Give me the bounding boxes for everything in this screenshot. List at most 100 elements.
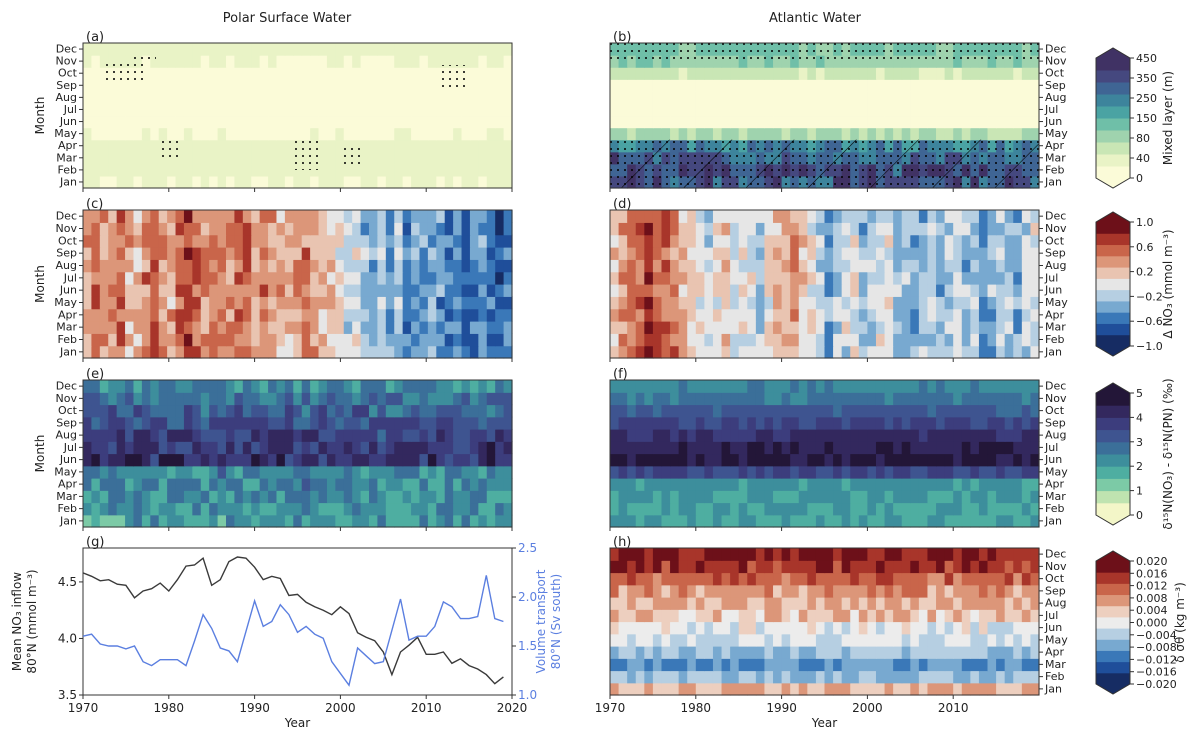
heat-cell <box>411 333 421 347</box>
heat-cell <box>996 560 1006 574</box>
heat-cell <box>251 490 261 504</box>
heat-cell <box>695 103 705 117</box>
heat-cell <box>635 453 645 467</box>
heat-cell <box>858 67 868 80</box>
heat-cell <box>411 151 421 165</box>
heat-cell <box>453 380 463 393</box>
heat-cell <box>936 345 946 359</box>
heat-cell <box>108 247 118 260</box>
heat-cell <box>627 490 637 504</box>
heat-cell <box>141 163 151 177</box>
heat-cell <box>495 465 505 479</box>
heat-cell <box>469 115 479 129</box>
heat-cell <box>284 321 294 334</box>
heat-cell <box>755 333 766 347</box>
heat-cell <box>627 321 637 334</box>
heat-cell <box>209 175 219 189</box>
heat-cell <box>918 392 929 406</box>
heat-cell <box>108 139 118 153</box>
heat-cell <box>815 682 826 696</box>
heat-cell <box>385 67 395 80</box>
heat-cell <box>661 392 671 406</box>
heat-cell <box>495 333 505 347</box>
heat-cell <box>293 345 303 359</box>
heat-cell <box>798 502 808 516</box>
heat-cell <box>773 115 783 129</box>
heat-cell <box>721 115 731 129</box>
heat-cell <box>167 441 177 455</box>
heat-cell <box>841 416 851 430</box>
heat-cell <box>360 67 370 80</box>
heat-cell <box>268 514 278 528</box>
heat-cell <box>901 234 911 248</box>
heat-cell <box>627 429 637 442</box>
heat-cell <box>486 404 496 418</box>
heat-cell <box>644 321 654 334</box>
y-tick-label: Sep <box>56 416 77 429</box>
heat-cell <box>402 55 412 68</box>
y-tick-label: Sep <box>1045 247 1066 260</box>
heat-cell <box>901 502 911 516</box>
heat-cell <box>444 284 454 297</box>
heat-cell <box>798 465 808 479</box>
heat-cell <box>133 404 143 418</box>
heat-cell <box>318 284 328 297</box>
heat-cell <box>158 514 168 528</box>
heat-cell <box>268 478 278 491</box>
heat-cell <box>824 478 834 491</box>
heat-cell <box>335 79 345 92</box>
heat-cell <box>687 478 697 491</box>
heat-cell <box>251 67 261 80</box>
heat-cell <box>335 416 345 430</box>
heat-cell <box>226 333 236 347</box>
heat-cell <box>495 284 505 297</box>
heat-cell <box>807 502 817 516</box>
heat-cell <box>730 115 740 129</box>
heat-cell <box>781 609 791 623</box>
heat-cell <box>824 259 834 273</box>
heat-cell <box>461 404 471 418</box>
heat-cell <box>918 79 929 92</box>
heat-cell <box>875 658 886 672</box>
heat-cell <box>495 321 505 334</box>
heat-cell <box>158 127 168 141</box>
heat-cell <box>1013 55 1023 68</box>
heat-cell <box>301 91 311 105</box>
heat-cell <box>125 259 135 273</box>
stipple-overlay <box>290 140 320 170</box>
heat-cell <box>644 345 654 359</box>
heat-cell <box>99 429 109 442</box>
heat-cell <box>385 321 395 334</box>
heat-cell <box>867 429 877 442</box>
heat-cell <box>486 465 496 479</box>
heat-cell <box>259 175 269 189</box>
heat-cell <box>824 597 834 610</box>
heat-cell <box>419 392 429 406</box>
heat-cell <box>402 43 412 56</box>
heat-cell <box>209 91 219 105</box>
heat-cell <box>755 416 766 430</box>
heat-cell <box>268 453 278 467</box>
heat-cell <box>978 308 989 322</box>
heat-cell <box>453 502 463 516</box>
heat-cell <box>99 441 109 455</box>
heat-cell <box>276 91 286 105</box>
heat-cell <box>961 670 971 684</box>
heat-cell <box>419 259 429 273</box>
heat-cell <box>747 597 757 610</box>
heat-cell <box>618 478 628 491</box>
heat-cell <box>764 682 774 696</box>
heat-cell <box>226 416 236 430</box>
heat-cell <box>901 416 911 430</box>
heat-cell <box>858 404 868 418</box>
heat-cell <box>183 416 193 430</box>
heat-cell <box>764 284 774 297</box>
heat-cell <box>670 271 680 285</box>
heat-cell <box>402 308 412 322</box>
heat-cell <box>108 514 118 528</box>
heat-cell <box>773 210 783 223</box>
heat-cell <box>1021 67 1032 80</box>
heat-cell <box>469 55 479 68</box>
heat-cell <box>970 465 980 479</box>
heat-cell <box>217 478 227 491</box>
